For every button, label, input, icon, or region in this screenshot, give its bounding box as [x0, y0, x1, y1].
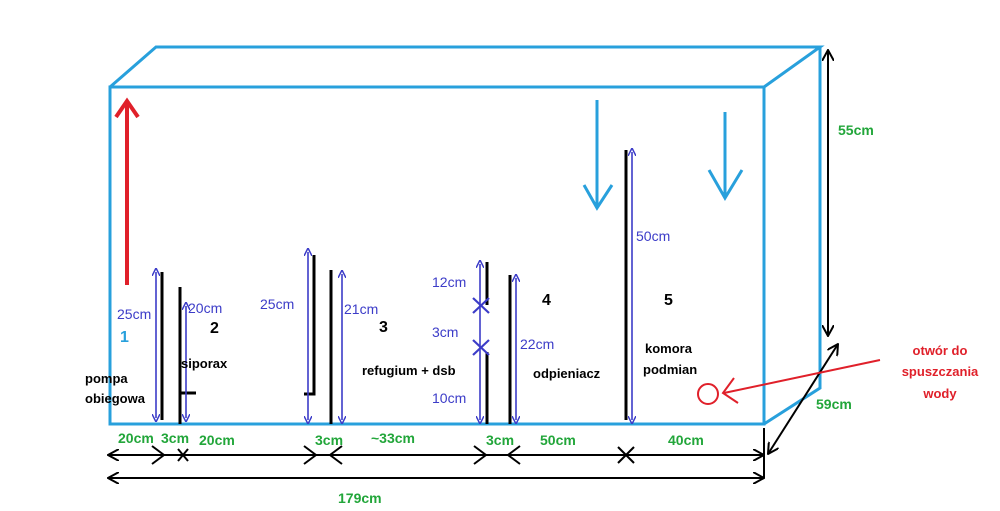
measure-label-wall-7: 50cm	[636, 228, 670, 244]
segment-label: 40cm	[668, 432, 704, 448]
drain-label: spuszczania	[902, 364, 979, 379]
segment-label: 20cm	[118, 430, 154, 446]
measure-label-wall-5-top: 12cm	[432, 274, 466, 290]
drain-circle	[697, 383, 719, 405]
tank-top-face	[109, 45, 825, 89]
segment-label: ~33cm	[371, 430, 415, 446]
chamber-3-number: 3	[379, 319, 388, 336]
chamber-5-label: podmian	[643, 362, 697, 377]
total-length-label: 179cm	[338, 490, 382, 506]
segment-label: 3cm	[486, 432, 514, 448]
drain-label: otwór do	[913, 343, 968, 358]
drain-hole	[697, 359, 881, 405]
segment-tick-marks	[151, 445, 635, 465]
depth-dimension	[768, 344, 838, 454]
depth-label: 59cm	[816, 396, 852, 412]
segment-label: 20cm	[199, 432, 235, 448]
chamber-4-number: 4	[542, 292, 551, 309]
chamber-1-label: pompa	[85, 371, 128, 386]
chamber-4-label: odpieniacz	[533, 366, 601, 381]
chamber-5-label: komora	[645, 341, 693, 356]
height-label: 55cm	[838, 122, 874, 138]
measure-label-wall-4: 21cm	[344, 301, 378, 317]
measure-label-wall-1: 25cm	[117, 306, 151, 322]
chamber-3-label: refugium + dsb	[362, 363, 456, 378]
wall-3	[304, 255, 316, 396]
dimension-lines	[108, 50, 838, 478]
inner-measure-lines	[156, 152, 632, 420]
segment-label: 50cm	[540, 432, 576, 448]
inflow-arrow-left	[582, 100, 614, 211]
chamber-1-label: obiegowa	[85, 391, 146, 406]
segment-label: 3cm	[315, 432, 343, 448]
measure-label-wall-6: 22cm	[520, 336, 554, 352]
chamber-2-label: siporax	[181, 356, 228, 371]
baffle-walls	[160, 150, 628, 424]
segment-label: 3cm	[161, 430, 189, 446]
tank-side-face	[763, 47, 822, 426]
return-flow-arrow	[114, 97, 140, 285]
measure-label-wall-2: 20cm	[188, 300, 222, 316]
chamber-2-number: 2	[210, 320, 219, 337]
gap-cross-marks	[472, 297, 490, 356]
chamber-5-number: 5	[664, 292, 673, 309]
chamber-1-number: 1	[120, 329, 129, 346]
inflow-arrow-right	[707, 112, 744, 201]
drain-label: wody	[922, 386, 957, 401]
measure-label-wall-5-bottom: 10cm	[432, 390, 466, 406]
measure-label-wall-5-gap: 3cm	[432, 324, 458, 340]
measure-label-wall-3: 25cm	[260, 296, 294, 312]
